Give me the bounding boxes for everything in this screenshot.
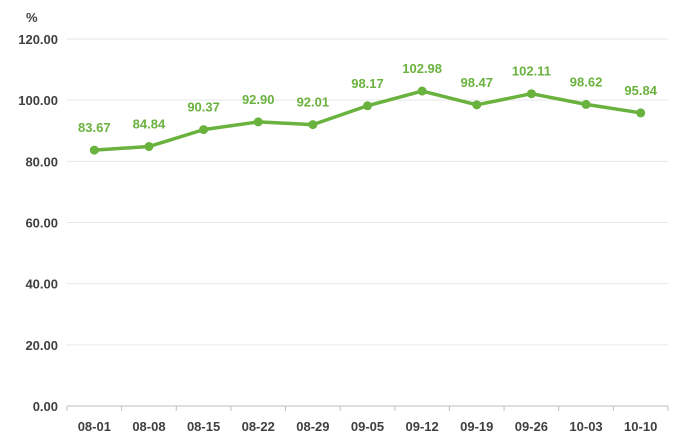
x-tick-label: 09-26 <box>515 419 548 434</box>
data-label: 92.01 <box>297 95 330 110</box>
data-label: 98.17 <box>351 76 384 91</box>
data-label: 98.47 <box>460 75 493 90</box>
data-point <box>363 101 372 111</box>
y-tick-label: 20.00 <box>25 338 58 353</box>
y-tick-label: 60.00 <box>25 216 58 231</box>
data-label: 102.98 <box>402 61 442 76</box>
data-labels: 83.67 84.84 90.37 92.90 92.01 98.17 102.98 98.4… <box>78 61 658 135</box>
y-tick-label: 100.00 <box>18 93 58 108</box>
x-tick-label: 08-01 <box>78 419 111 434</box>
x-tick-label: 08-08 <box>132 419 165 434</box>
y-tick-label: 0.00 <box>33 399 58 414</box>
x-tick-label: 10-10 <box>624 419 657 434</box>
data-point <box>89 145 99 155</box>
data-label: 92.90 <box>242 92 275 107</box>
data-point <box>526 89 536 99</box>
data-point <box>253 117 263 127</box>
y-axis-unit: % <box>26 10 38 25</box>
data-point <box>308 120 318 130</box>
data-label: 90.37 <box>187 100 220 115</box>
y-tick-label: 80.00 <box>25 154 58 169</box>
x-axis-ticks: 08-01 08-08 08-15 08-22 08-29 09-05 09-12 09-19… <box>78 419 658 434</box>
y-tick-label: 40.00 <box>25 277 58 292</box>
y-axis-ticks: 0.00 20.00 40.00 60.00 80.00 100.00 120.00 <box>18 32 58 414</box>
x-tick-label: 09-19 <box>460 419 493 434</box>
data-point <box>636 108 646 118</box>
data-label: 83.67 <box>78 120 111 135</box>
data-point <box>144 142 154 152</box>
data-point <box>417 86 427 96</box>
x-tick-label: 08-15 <box>187 419 220 434</box>
x-axis <box>66 405 669 411</box>
x-tick-label: 08-29 <box>296 419 329 434</box>
gridlines <box>67 38 668 346</box>
y-tick-label: 120.00 <box>18 32 58 47</box>
data-point <box>581 99 591 109</box>
x-tick-label: 08-22 <box>242 419 275 434</box>
data-label: 95.84 <box>624 83 657 98</box>
data-point <box>472 100 482 110</box>
data-point <box>199 125 209 135</box>
data-label: 102.11 <box>512 64 551 79</box>
x-tick-label: 09-12 <box>406 419 439 434</box>
series-points <box>89 86 646 155</box>
data-label: 98.62 <box>570 74 603 89</box>
data-label: 84.84 <box>133 117 166 132</box>
x-tick-label: 10-03 <box>569 419 602 434</box>
x-tick-label: 09-05 <box>351 419 384 434</box>
